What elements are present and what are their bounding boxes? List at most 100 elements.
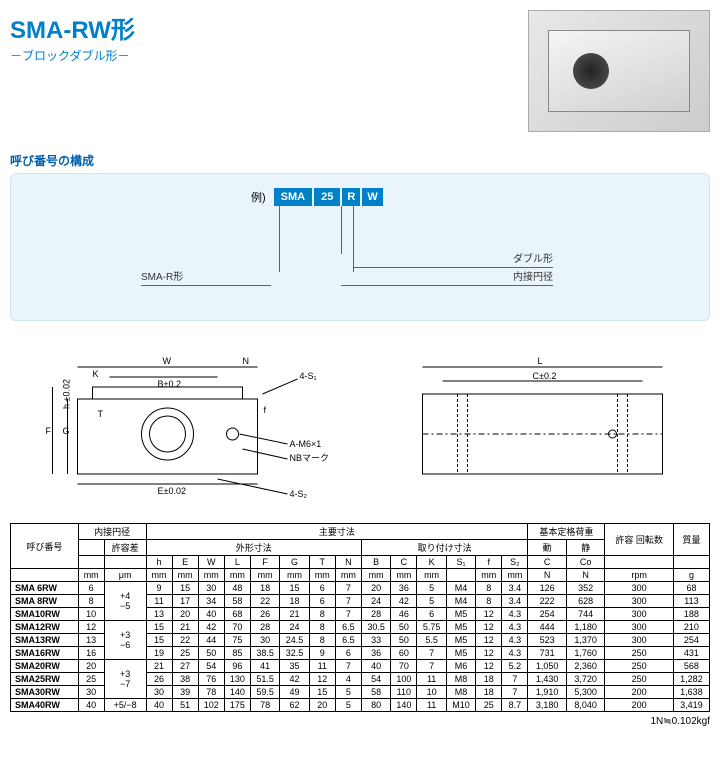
- page-title: SMA-RW形: [10, 10, 508, 45]
- cell: 12: [476, 660, 502, 673]
- th-unit: mm: [250, 569, 279, 582]
- dimension-table: 呼び番号 内接円径 主要寸法 基本定格荷重 許容 回転数 質量 許容差 外形寸法…: [10, 523, 710, 712]
- cell-tol: +4 −5: [104, 582, 146, 621]
- th-basic: 基本定格荷重: [528, 524, 605, 540]
- cell: 3.4: [502, 582, 528, 595]
- svg-text:C±0.2: C±0.2: [533, 371, 557, 381]
- th-sym: S₁: [446, 556, 475, 569]
- th-dyn: 動: [528, 540, 566, 556]
- cell: 140: [224, 686, 250, 699]
- cell: 54: [361, 673, 390, 686]
- cell: 5.2: [502, 660, 528, 673]
- th-sym: E: [172, 556, 198, 569]
- cell: 38: [172, 673, 198, 686]
- th-sym: Co: [566, 556, 605, 569]
- cell-number: SMA30RW: [11, 686, 79, 699]
- cell: 20: [309, 699, 335, 712]
- cell: 75: [224, 634, 250, 647]
- cell: 130: [224, 673, 250, 686]
- cell: 1,760: [566, 647, 605, 660]
- cell: 568: [673, 660, 709, 673]
- th-sym: T: [309, 556, 335, 569]
- svg-text:F: F: [46, 426, 52, 436]
- cell: 8: [309, 634, 335, 647]
- cell: 28: [361, 608, 390, 621]
- cell: 22: [250, 595, 279, 608]
- cell: 26: [250, 608, 279, 621]
- th-sym: [605, 556, 674, 569]
- cell: 25: [476, 699, 502, 712]
- cell: 140: [391, 699, 417, 712]
- th-mass: 質量: [673, 524, 709, 556]
- cell: 11: [417, 699, 446, 712]
- cell: 48: [224, 582, 250, 595]
- th-sym: S₂: [502, 556, 528, 569]
- cell: 113: [673, 595, 709, 608]
- cell: 1,430: [528, 673, 566, 686]
- cell: 12: [476, 634, 502, 647]
- cell: 30.5: [361, 621, 390, 634]
- th-unit: mm: [361, 569, 390, 582]
- cell: 49: [280, 686, 309, 699]
- cell: 250: [605, 660, 674, 673]
- cell: 36: [361, 647, 390, 660]
- cell: 70: [391, 660, 417, 673]
- cell: 8,040: [566, 699, 605, 712]
- th-sta: 静: [566, 540, 605, 556]
- cell: M6: [446, 660, 475, 673]
- cell: 254: [528, 608, 566, 621]
- cell: 51.5: [250, 673, 279, 686]
- th-unit: mm: [502, 569, 528, 582]
- cell: 34: [198, 595, 224, 608]
- th-sym: C: [391, 556, 417, 569]
- cell: 50: [198, 647, 224, 660]
- cell: 200: [605, 686, 674, 699]
- cell: 21: [172, 621, 198, 634]
- cell: 17: [172, 595, 198, 608]
- cell: 1,180: [566, 621, 605, 634]
- product-image: [528, 10, 710, 132]
- cell: 35: [280, 660, 309, 673]
- cell-number: SMA 8RW: [11, 595, 79, 608]
- cell: 1,370: [566, 634, 605, 647]
- cell: 12: [309, 673, 335, 686]
- th-sym: N: [335, 556, 361, 569]
- cell-number: SMA20RW: [11, 660, 79, 673]
- th-unit: mm: [417, 569, 446, 582]
- cell: 38.5: [250, 647, 279, 660]
- cell: 21: [280, 608, 309, 621]
- th-tol: 許容差: [104, 540, 146, 556]
- cell: 3,180: [528, 699, 566, 712]
- cell-number: SMA16RW: [11, 647, 79, 660]
- cell: 5: [417, 582, 446, 595]
- svg-text:4-S₂: 4-S₂: [290, 489, 308, 499]
- cell: 18: [250, 582, 279, 595]
- cell: 3,419: [673, 699, 709, 712]
- cell: 70: [224, 621, 250, 634]
- cell: 300: [605, 634, 674, 647]
- cell: 85: [224, 647, 250, 660]
- cell: M5: [446, 608, 475, 621]
- svg-text:f: f: [264, 405, 267, 415]
- cell: M4: [446, 595, 475, 608]
- cell: 188: [673, 608, 709, 621]
- cell: 3,720: [566, 673, 605, 686]
- cell: 7: [417, 647, 446, 660]
- cell: 300: [605, 621, 674, 634]
- cell: 15: [146, 634, 172, 647]
- cell: 744: [566, 608, 605, 621]
- svg-text:h ±0.02: h ±0.02: [62, 379, 72, 409]
- cell: 110: [391, 686, 417, 699]
- cell: 12: [476, 647, 502, 660]
- cell: 11: [146, 595, 172, 608]
- cell: 10: [417, 686, 446, 699]
- cell: 175: [224, 699, 250, 712]
- cell: 523: [528, 634, 566, 647]
- cell: 9: [309, 647, 335, 660]
- th-unit: mm: [198, 569, 224, 582]
- cell: 2,360: [566, 660, 605, 673]
- cell: 9: [146, 582, 172, 595]
- cell: M5: [446, 647, 475, 660]
- cell: 32.5: [280, 647, 309, 660]
- cell: M5: [446, 634, 475, 647]
